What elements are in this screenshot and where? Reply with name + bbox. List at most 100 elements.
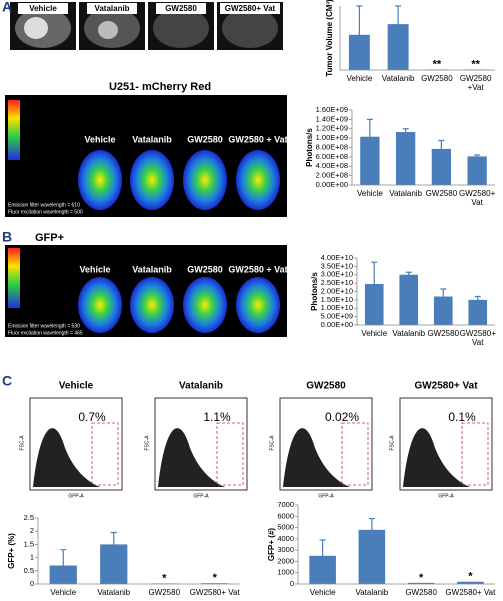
- axis-label: GFP-A: [318, 493, 334, 499]
- annotation: *: [162, 572, 167, 584]
- caption: Fluor excitation wavelength = 465: [8, 330, 83, 336]
- bar: [407, 582, 435, 584]
- y-tick-label: 1.20E+09: [316, 124, 348, 133]
- caption: Emission filter wavelength = 610: [8, 202, 80, 208]
- error-bar: [356, 5, 363, 65]
- bar: [433, 296, 453, 325]
- error-bar: [405, 271, 412, 278]
- axis-label: FSC-A: [269, 435, 275, 451]
- error-bar: [110, 531, 117, 557]
- annotation: *: [419, 572, 424, 584]
- y-tick-label: 1.00E+10: [321, 303, 353, 312]
- bar: [431, 148, 452, 185]
- x-tick-label: Vatalanib: [382, 74, 415, 83]
- x-tick-label: Vehicle: [310, 588, 336, 597]
- y-axis-label: GFP+ (#): [267, 528, 276, 561]
- x-tick-label: Vehicle: [357, 189, 383, 198]
- panel-label: C: [2, 373, 12, 389]
- axis-label: GFP-A: [438, 493, 454, 499]
- image-label: Vehicle: [84, 134, 115, 144]
- x-tick-label: GW2580: [148, 588, 180, 597]
- y-tick-label: 1.5: [24, 539, 34, 548]
- heading: U251- mCherry Red: [109, 81, 211, 93]
- gate-percent: 0.7%: [78, 410, 106, 424]
- error-bar: [438, 139, 445, 158]
- cell-cloud: [283, 428, 350, 487]
- annotation: *: [468, 571, 473, 583]
- y-tick-label: 3.00E+10: [321, 270, 353, 279]
- x-tick-label: GW2580: [427, 329, 459, 338]
- y-axis-label: Photons/s: [305, 128, 314, 167]
- y-tick-label: 5.00E+09: [321, 312, 353, 321]
- plot-title: Vatalanib: [179, 381, 223, 392]
- image-label: GW2580: [187, 264, 223, 274]
- x-tick-label: Vatalanib: [389, 189, 422, 198]
- y-tick-label: 2000: [277, 556, 294, 565]
- axis-label: GFP-A: [68, 493, 84, 499]
- plot-title: Vehicle: [59, 381, 94, 392]
- y-tick-label: 2.00E+08: [316, 171, 348, 180]
- x-tick-label: GW2580+Vat: [460, 329, 497, 347]
- image-label: Vatalanib: [132, 134, 172, 144]
- bar: [467, 156, 487, 185]
- cell-cloud: [403, 428, 470, 487]
- bar: [360, 136, 380, 185]
- y-tick-label: 6.00E+08: [316, 152, 348, 161]
- x-tick-label: Vatalanib: [392, 329, 425, 338]
- plot-title: GW2580: [306, 381, 346, 392]
- x-tick-label: GW2580+Vat: [459, 189, 496, 207]
- y-tick-label: 2.00E+10: [321, 286, 353, 295]
- bar: [395, 132, 416, 185]
- error-bar: [474, 295, 481, 304]
- y-tick-label: 0: [290, 579, 294, 588]
- y-tick-label: 4.00E+08: [316, 161, 348, 170]
- y-axis-label: Tumor Volume (CM³): [325, 0, 334, 77]
- x-tick-label: Vehicle: [361, 329, 387, 338]
- y-tick-label: 4.00E+10: [321, 253, 353, 262]
- y-tick-label: 2: [30, 526, 34, 535]
- gate-percent: 0.02%: [325, 410, 359, 424]
- image-label: GW2580: [165, 4, 197, 13]
- image-label: Vatalanib: [94, 4, 129, 13]
- y-tick-label: 3000: [277, 545, 294, 554]
- error-bar: [371, 261, 378, 307]
- bar: [399, 274, 419, 325]
- x-tick-label: Vehicle: [346, 74, 372, 83]
- heading: GFP+: [35, 232, 64, 244]
- error-bar: [60, 549, 67, 582]
- caption: Fluor excitation wavelength = 500: [8, 209, 83, 215]
- y-tick-label: 1.40E+09: [316, 114, 348, 123]
- x-tick-label: GW2580+Vat: [460, 74, 492, 92]
- panel-label: B: [2, 229, 12, 245]
- y-tick-label: 0.00E+00: [316, 180, 348, 189]
- y-axis-label: GFP+ (%): [7, 533, 16, 569]
- axis-label: FSC-A: [389, 435, 395, 451]
- y-tick-label: 0.5: [24, 566, 34, 575]
- cell-cloud: [33, 428, 100, 487]
- x-tick-label: GW2580: [421, 74, 453, 83]
- plot-title: GW2580+ Vat: [414, 381, 478, 392]
- bar: [387, 24, 409, 71]
- y-tick-label: 5000: [277, 523, 294, 532]
- error-bar: [395, 5, 402, 43]
- mouse-image: [5, 95, 287, 217]
- y-tick-label: 0: [30, 579, 34, 588]
- y-tick-label: 3.50E+10: [321, 261, 353, 270]
- y-tick-label: 6000: [277, 511, 294, 520]
- image-label: GW2580+ Vat: [225, 4, 276, 13]
- image-label: GW2580 + Vat: [228, 134, 287, 144]
- caption: Emission filter wavelength = 530: [8, 323, 80, 329]
- error-bar: [319, 539, 326, 573]
- y-tick-label: 1.60E+09: [316, 105, 348, 114]
- error-bar: [368, 517, 375, 542]
- x-tick-label: Vatalanib: [355, 588, 388, 597]
- x-tick-label: GW2580+ Vat: [190, 588, 241, 597]
- bar: [457, 581, 484, 584]
- y-tick-label: 0.00E+00: [321, 320, 353, 329]
- mri-labels: Vehicle Vatalanib GW2580 GW2580+ Vat: [18, 3, 280, 14]
- gate: [341, 422, 369, 486]
- gate: [216, 422, 244, 486]
- x-tick-label: Vehicle: [50, 588, 76, 597]
- annotation: *: [213, 572, 218, 584]
